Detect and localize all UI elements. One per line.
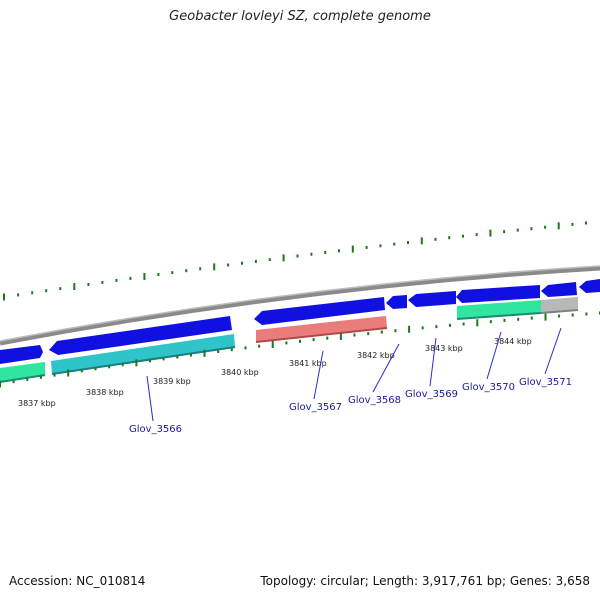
map-title: Geobacter lovleyi SZ, complete genome xyxy=(169,9,431,24)
gene-feature-glov-3570[interactable] xyxy=(456,285,540,303)
kbp-label: 3839 kbp xyxy=(153,377,191,386)
kbp-labels: 3837 kbp 3838 kbp 3839 kbp 3840 kbp 3841… xyxy=(18,337,532,408)
gene-feature-glov-3568[interactable] xyxy=(386,295,407,309)
gene-label-glov-3566[interactable]: Glov_3566 xyxy=(129,424,182,435)
gene-feature-cyan[interactable] xyxy=(51,334,235,374)
gene-leaders xyxy=(146,327,562,422)
gene-feature-grey[interactable] xyxy=(541,297,578,313)
inner-tick-ring xyxy=(0,311,600,388)
kbp-label: 3844 kbp xyxy=(494,337,532,346)
outer-tick-ring xyxy=(3,221,587,301)
reverse-strand-features xyxy=(0,297,579,383)
kbp-label: 3838 kbp xyxy=(86,388,124,397)
accession-text: Accession: NC_010814 xyxy=(9,574,146,588)
gene-feature-glov-3571[interactable] xyxy=(541,282,577,297)
gene-label-glov-3568[interactable]: Glov_3568 xyxy=(348,395,401,406)
gene-feature[interactable] xyxy=(0,362,45,382)
gene-feature-glov-3569[interactable] xyxy=(408,291,456,307)
gene-feature-glov-3566[interactable] xyxy=(49,316,232,355)
gene-feature-glov-3567[interactable] xyxy=(254,297,385,325)
kbp-label: 3843 kbp xyxy=(425,344,463,353)
gene-label-glov-3570[interactable]: Glov_3570 xyxy=(462,382,515,393)
gene-feature[interactable] xyxy=(0,345,43,364)
gene-feature[interactable] xyxy=(579,279,600,293)
gene-labels: Glov_3566 Glov_3567 Glov_3568 Glov_3569 … xyxy=(129,377,572,435)
kbp-label: 3837 kbp xyxy=(18,399,56,408)
genome-backbone xyxy=(0,265,600,346)
kbp-label: 3840 kbp xyxy=(221,368,259,377)
kbp-label: 3842 kbp xyxy=(357,351,395,360)
gene-feature-pseudo[interactable] xyxy=(256,316,387,342)
kbp-label: 3841 kbp xyxy=(289,359,327,368)
gene-label-glov-3569[interactable]: Glov_3569 xyxy=(405,389,458,400)
gene-label-glov-3571[interactable]: Glov_3571 xyxy=(519,377,572,388)
forward-strand-features xyxy=(0,279,600,364)
gene-label-glov-3567[interactable]: Glov_3567 xyxy=(289,402,342,413)
genome-summary-text: Topology: circular; Length: 3,917,761 bp… xyxy=(260,574,590,588)
